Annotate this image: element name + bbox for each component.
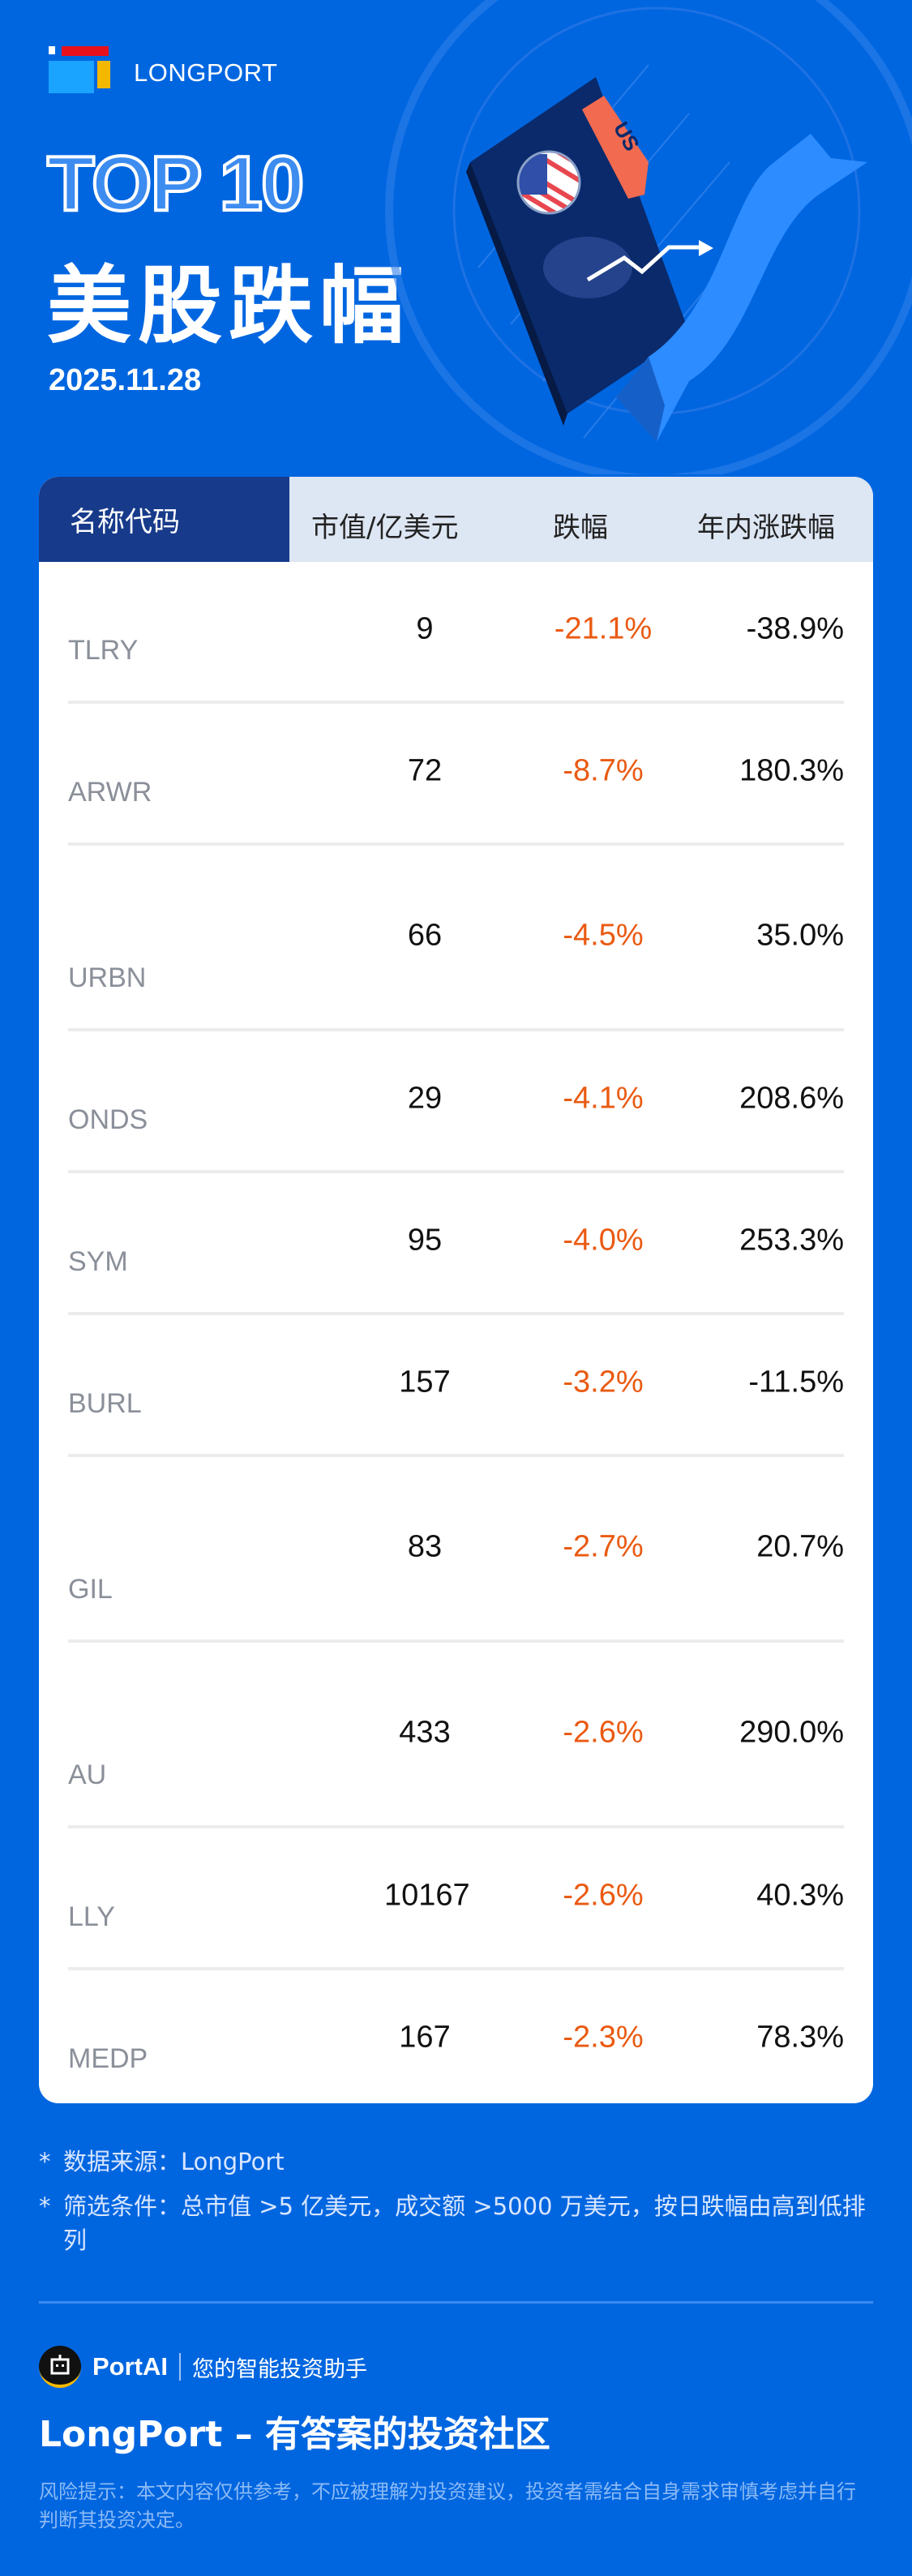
data-source-text: 数据来源：LongPort [63, 2148, 285, 2175]
note-bullet: * [39, 2192, 51, 2220]
ticker: AU [68, 1759, 107, 1790]
daily-change: -2.3% [563, 2020, 644, 2055]
table-row: AU 433 -2.6% 290.0% [68, 1643, 844, 1828]
ranking-table: 名称代码 市值/亿美元 跌幅 年内涨跌幅 TLRY 9 -21.1% -38.9% AR… [39, 477, 873, 2103]
daily-change: -2.6% [563, 1878, 644, 1913]
bear-icon [543, 237, 632, 298]
down-arrow-icon [616, 134, 867, 442]
table-body: TLRY 9 -21.1% -38.9% ARWR 72 -8.7% 180.3% URBN 66… [39, 562, 873, 2103]
table-row: SYM 95 -4.0% 253.3% [68, 1173, 844, 1315]
trend-line-icon [586, 245, 701, 282]
ytd-change: -38.9% [746, 611, 844, 646]
page-title: 美股跌幅 [47, 256, 411, 355]
filter-note: * 筛选条件：总市值 >5 亿美元，成交额 >5000 万美元，按日跌幅由高到低排… [39, 2189, 866, 2257]
header-change: 跌幅 [553, 512, 608, 544]
portai-name: PortAI [92, 2352, 168, 2381]
market-cap: 167 [399, 2020, 451, 2055]
ytd-change: 35.0% [756, 918, 844, 953]
separator [179, 2353, 181, 2381]
ytd-change: 40.3% [756, 1878, 844, 1913]
ytd-change: 180.3% [739, 753, 844, 788]
longport-logo-icon [49, 46, 110, 93]
ytd-change: 253.3% [739, 1223, 844, 1258]
market-cap: 95 [407, 1223, 443, 1258]
market-cap: 433 [399, 1715, 451, 1750]
brand-name: LONGPORT [134, 58, 278, 87]
data-source-note: * 数据来源：LongPort [39, 2145, 866, 2179]
ytd-change: 78.3% [756, 2020, 844, 2055]
market-cap: 83 [407, 1529, 443, 1564]
table-row: URBN 66 -4.5% 35.0% [68, 846, 844, 1031]
table-row: ONDS 29 -4.1% 208.6% [68, 1031, 844, 1173]
divider [39, 2301, 873, 2304]
portai-banner: PortAI 您的智能投资助手 [39, 2346, 367, 2388]
header-ytd: 年内涨跌幅 [697, 512, 835, 544]
market-cap: 66 [407, 918, 443, 953]
ytd-change: 208.6% [739, 1081, 844, 1116]
market-cap: 29 [407, 1081, 443, 1116]
daily-change: -4.0% [563, 1223, 644, 1258]
table-row: TLRY 9 -21.1% -38.9% [68, 562, 844, 704]
ticker: SYM [68, 1246, 128, 1277]
market-cap: 157 [399, 1365, 451, 1399]
filter-text: 筛选条件：总市值 >5 亿美元，成交额 >5000 万美元，按日跌幅由高到低排列 [63, 2192, 866, 2254]
ticker: MEDP [68, 2043, 148, 2074]
table-row: ARWR 72 -8.7% 180.3% [68, 704, 844, 846]
ticker: TLRY [68, 635, 139, 666]
market-cap: 9 [416, 611, 434, 646]
daily-change: -4.5% [563, 918, 644, 953]
ticker: ARWR [68, 777, 152, 808]
daily-change: -2.7% [563, 1529, 644, 1564]
top-label: TOP 10 [45, 139, 306, 229]
table-row: GIL 83 -2.7% 20.7% [68, 1457, 844, 1643]
daily-change: -4.1% [563, 1081, 644, 1116]
tagline: LongPort – 有答案的投资社区 [39, 2414, 550, 2455]
ytd-change: 20.7% [756, 1529, 844, 1564]
header-name-code: 名称代码 [39, 477, 289, 562]
table-header: 名称代码 市值/亿美元 跌幅 年内涨跌幅 [39, 477, 873, 562]
us-flag-icon [516, 150, 581, 215]
portai-slogan: 您的智能投资助手 [192, 2356, 367, 2382]
daily-change: -3.2% [563, 1365, 644, 1399]
daily-change: -8.7% [563, 753, 644, 788]
ticker: ONDS [68, 1104, 148, 1135]
ytd-change: -11.5% [748, 1365, 844, 1399]
hero-illustration: US [385, 0, 912, 474]
table-row: MEDP 167 -2.3% 78.3% [68, 1970, 844, 2103]
ticker: URBN [68, 962, 147, 993]
portai-robot-icon [39, 2346, 81, 2388]
note-bullet: * [39, 2148, 51, 2175]
risk-disclaimer: 风险提示：本文内容仅供参考，不应被理解为投资建议，投资者需结合自身需求审慎考虑并… [39, 2480, 856, 2531]
ytd-change: 290.0% [739, 1715, 844, 1750]
table-row: LLY 10167 -2.6% 40.3% [68, 1828, 844, 1970]
daily-change: -21.1% [554, 611, 653, 646]
market-cap: 10167 [384, 1878, 470, 1913]
header-market-cap: 市值/亿美元 [311, 512, 459, 544]
market-cap: 72 [407, 753, 443, 788]
ticker: LLY [68, 1901, 115, 1932]
table-row: BURL 157 -3.2% -11.5% [68, 1315, 844, 1457]
ticker: GIL [68, 1574, 113, 1605]
report-date: 2025.11.28 [49, 363, 202, 397]
daily-change: -2.6% [563, 1715, 644, 1750]
ticker: BURL [68, 1388, 142, 1419]
